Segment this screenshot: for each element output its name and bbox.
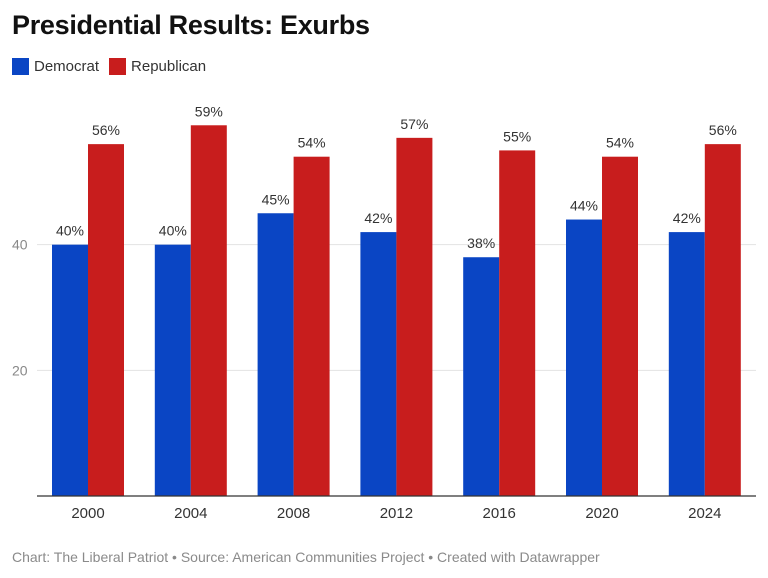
x-tick-label: 2012 [380, 505, 413, 522]
y-tick-label: 40 [12, 237, 28, 253]
data-label-democrat-2000: 40% [56, 223, 84, 239]
data-label-republican-2012: 57% [400, 116, 428, 132]
y-tick-label: 20 [12, 362, 28, 378]
bar-democrat-2012 [360, 232, 397, 496]
bar-republican-2008 [293, 156, 330, 496]
legend-swatch-democrat [12, 58, 29, 75]
x-tick-label: 2020 [585, 505, 618, 522]
data-label-republican-2016: 55% [503, 128, 531, 144]
legend-label-republican: Republican [131, 58, 207, 75]
data-label-democrat-2008: 45% [262, 191, 290, 207]
legend-label-democrat: Democrat [34, 58, 100, 75]
data-label-republican-2024: 56% [709, 122, 737, 138]
label-layer: 40% 56% 40% 59% 45% 54% 42% 57% 38% 55% 44% 54% 42% 5… [56, 103, 737, 251]
bar-republican-2020 [602, 156, 638, 496]
data-label-democrat-2004: 40% [159, 223, 187, 239]
bar-democrat-2024 [668, 232, 705, 496]
data-label-republican-2020: 54% [606, 135, 634, 151]
data-label-democrat-2020: 44% [570, 198, 598, 214]
bar-republican-2004 [190, 125, 227, 497]
data-label-republican-2000: 56% [92, 122, 120, 138]
legend-item-republican: Republican [109, 58, 206, 75]
x-tick-label: 2000 [71, 505, 104, 522]
data-label-democrat-2016: 38% [467, 235, 495, 251]
chart-footer: Chart: The Liberal Patriot • Source: Ame… [12, 549, 600, 565]
legend: Democrat Republican [12, 58, 216, 75]
data-label-democrat-2024: 42% [673, 210, 701, 226]
bar-layer [52, 125, 741, 497]
legend-item-democrat: Democrat [12, 58, 99, 75]
chart-title: Presidential Results: Exurbs [12, 10, 370, 40]
bar-democrat-2020 [566, 219, 602, 497]
bar-democrat-2004 [154, 244, 191, 496]
x-tick-label: 2008 [277, 505, 310, 522]
bar-democrat-2016 [463, 257, 500, 496]
data-label-republican-2004: 59% [195, 103, 223, 119]
x-tick-label: 2004 [174, 505, 207, 522]
bar-republican-2024 [704, 144, 741, 496]
data-label-republican-2008: 54% [298, 135, 326, 151]
bar-republican-2012 [396, 137, 433, 496]
x-axis-labels: 2000 2004 2008 2012 2016 2020 2024 [71, 505, 721, 522]
bar-democrat-2008 [257, 213, 294, 496]
x-tick-label: 2016 [483, 505, 516, 522]
data-label-democrat-2012: 42% [364, 210, 392, 226]
bar-republican-2016 [499, 150, 536, 496]
bar-republican-2000 [88, 144, 124, 496]
x-tick-label: 2024 [688, 505, 721, 522]
legend-swatch-republican [109, 58, 127, 75]
bar-democrat-2000 [52, 244, 88, 496]
